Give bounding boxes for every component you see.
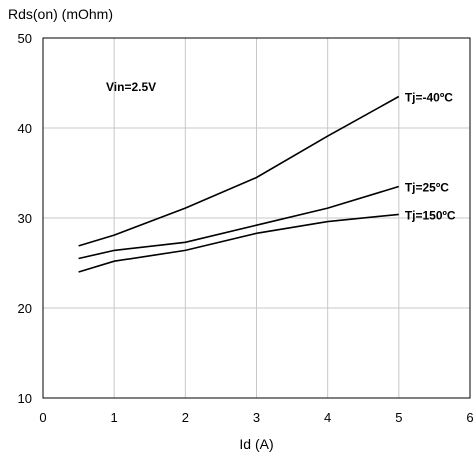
x-tick-label: 5 [395,410,402,425]
series-label: Tj=-40ºC [405,91,453,105]
y-tick-label: 10 [18,391,32,406]
series-label: Tj=150ºC [405,208,456,222]
series-line [78,95,400,247]
x-tick-label: 0 [39,410,46,425]
vin-annotation: Vin=2.5V [106,80,156,94]
x-tick-label: 2 [182,410,189,425]
y-tick-label: 20 [18,301,32,316]
x-tick-label: 1 [111,410,118,425]
plot-area-frame [42,37,471,399]
series-line [78,185,400,260]
series-lines [78,95,400,273]
x-tick-label: 4 [324,410,331,425]
y-tick-label: 50 [18,31,32,46]
series-line [78,213,399,273]
x-tick-labels: 0 1 2 3 4 5 6 [39,410,473,425]
x-tick-label: 3 [253,410,260,425]
x-axis-title: Id (A) [239,436,273,452]
y-tick-label: 40 [18,121,32,136]
series-labels: Tj=-40ºC Tj=25ºC Tj=150ºC [405,91,456,223]
y-tick-label: 30 [18,211,32,226]
x-tick-label: 6 [466,410,473,425]
grid-lines [43,38,470,398]
series-label: Tj=25ºC [405,181,449,195]
y-axis-title: Rds(on) (mOhm) [8,6,113,22]
y-tick-labels: 10 20 30 40 50 [18,31,32,406]
